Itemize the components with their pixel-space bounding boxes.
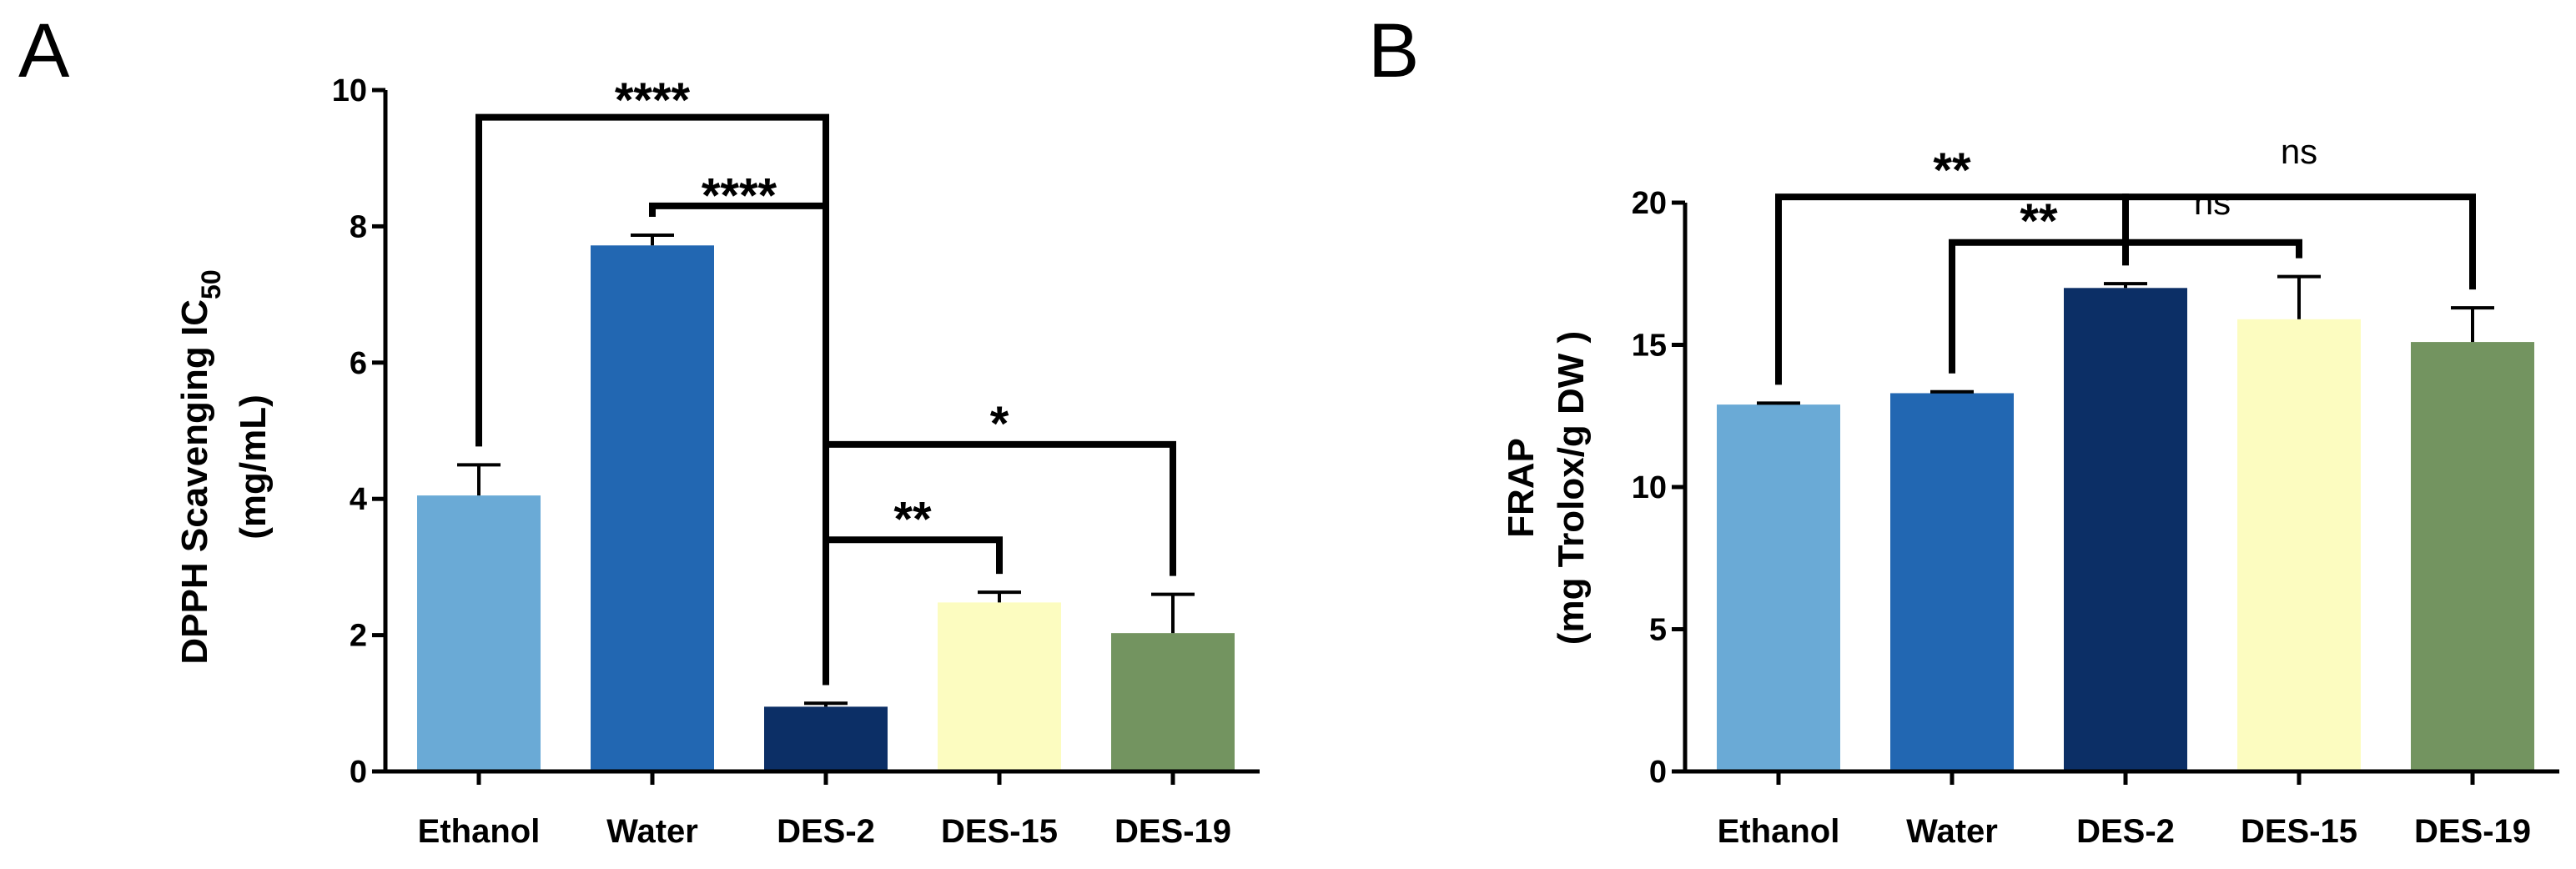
panel-b-significance-label: ns	[2194, 183, 2231, 222]
panel-a-ytick-label: 10	[332, 73, 367, 108]
panel-b-errorbar-ethanol	[1757, 401, 1800, 405]
panel-b-errorbar-des-2	[2104, 282, 2147, 289]
panel-b-errorbar-water	[1930, 389, 1974, 394]
panel-a-significance-label: ****	[702, 168, 777, 223]
panel-a-category-label: Water	[606, 813, 698, 850]
panel-b-bar-des-15	[2237, 319, 2361, 771]
panel-b-ytick-label: 15	[1632, 329, 1667, 364]
panel-b-errorbar-des-19	[2451, 306, 2494, 343]
panel-a-bar-des-15	[938, 602, 1061, 771]
panel-b-category-label: Water	[1906, 813, 1998, 850]
panel-a-ylabel-line2: (mg/mL)	[233, 394, 274, 540]
panel-b-significance-label: **	[2020, 194, 2058, 249]
panel-b-significance-label: **	[1933, 143, 1971, 198]
panel-a-ytick-label: 6	[350, 346, 367, 381]
panel-a-ytick-label: 4	[350, 482, 367, 517]
panel-b-significance-label: ns	[2281, 132, 2317, 171]
panel-a: A DPPH Scavenging IC50 (mg/mL) 0 2 4 6 8 10 Et…	[18, 8, 1260, 850]
panel-a-category-label: DES-15	[941, 813, 1058, 850]
panel-a-category-label: Ethanol	[418, 813, 541, 850]
panel-b-ytick-label: 0	[1649, 755, 1667, 790]
panel-b-ytick-label: 5	[1649, 613, 1667, 648]
panel-b-category-label: DES-15	[2241, 813, 2357, 850]
panel-a-significance-label: *	[990, 397, 1009, 451]
panel-b-letter: B	[1368, 8, 1419, 93]
panel-b-bar-des-2	[2064, 288, 2187, 771]
panel-a-category-label: DES-19	[1114, 813, 1231, 850]
panel-b: B FRAP (mg Trolox/g DW ) 0 5 10 15 20 Ethanol…	[1368, 8, 2559, 850]
panel-b-category-label: DES-19	[2414, 813, 2531, 850]
panel-b-errorbar-des-15	[2277, 274, 2321, 319]
panel-b-category-label: DES-2	[2076, 813, 2175, 850]
panel-a-significance-label: **	[893, 492, 932, 546]
panel-b-ytick-label: 10	[1632, 470, 1667, 505]
panel-b-ylabel-line1: FRAP	[1501, 438, 1542, 538]
panel-a-ytick-label: 0	[350, 755, 367, 790]
panel-a-significance-bracket	[823, 440, 1176, 686]
panel-a-category-label: DES-2	[777, 813, 875, 850]
panel-a-significance-label: ****	[615, 73, 691, 128]
panel-a-ytick-label: 8	[350, 209, 367, 244]
panel-b-bar-des-19	[2411, 342, 2534, 772]
panel-b-significance-bracket	[2122, 193, 2476, 290]
panel-a-bar-des-19	[1111, 633, 1235, 771]
panel-b-ytick-label: 20	[1632, 186, 1667, 221]
panel-a-errorbar-des-2	[804, 701, 848, 707]
panel-a-errorbar-des-19	[1151, 592, 1195, 634]
panel-b-bar-ethanol	[1717, 404, 1840, 771]
panel-a-letter: A	[18, 8, 70, 93]
panel-a-errorbar-water	[631, 234, 674, 246]
panel-a-bar-des-2	[764, 706, 888, 771]
panel-b-category-label: Ethanol	[1718, 813, 1840, 850]
panel-a-bar-ethanol	[417, 495, 541, 771]
panel-a-ytick-label: 2	[350, 619, 367, 654]
panel-a-bar-water	[591, 245, 714, 771]
panel-a-errorbar-des-15	[978, 590, 1021, 603]
panel-b-ylabel-line2: (mg Trolox/g DW )	[1551, 331, 1592, 645]
panel-a-ylabel-line1: DPPH Scavenging IC50	[174, 269, 226, 664]
panel-b-bar-water	[1890, 393, 2014, 771]
panel-a-errorbar-ethanol	[457, 463, 501, 496]
